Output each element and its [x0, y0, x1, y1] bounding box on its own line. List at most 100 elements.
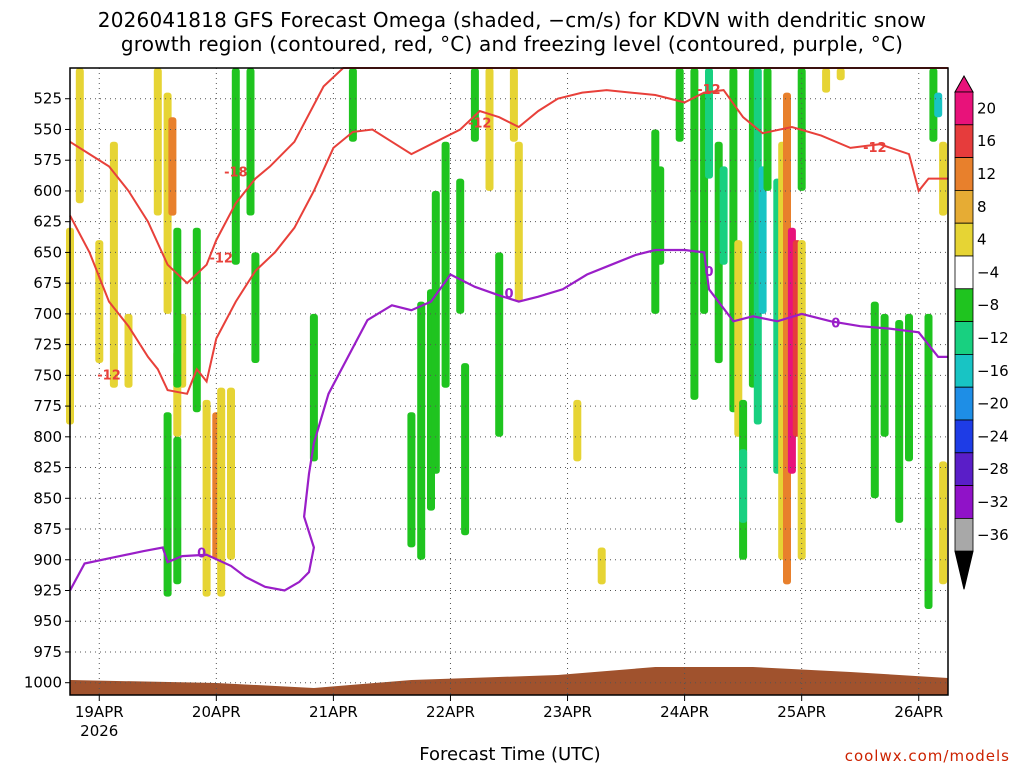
contour-label: -12: [97, 368, 121, 383]
colorbar-swatch: [954, 353, 974, 388]
y-tick-label: 950: [33, 612, 62, 630]
omega-shade-cell: [880, 313, 889, 437]
colorbar-label: −36: [977, 526, 1009, 544]
colorbar-swatch: [954, 157, 974, 191]
x-tick-label: 23APR: [543, 703, 592, 721]
y-tick-label: 925: [33, 582, 62, 600]
omega-shade-cell: [173, 436, 182, 585]
y-tick-label: 775: [33, 397, 62, 415]
omega-shade-cell: [495, 252, 504, 437]
omega-shade-cell: [924, 313, 933, 609]
y-tick-label: 600: [33, 182, 62, 200]
omega-shade-cell: [836, 68, 845, 81]
y-tick-label: 975: [33, 643, 62, 661]
omega-shade-cell: [456, 178, 465, 314]
x-tick-label: 22APR: [426, 703, 475, 721]
ground-fill: [70, 667, 948, 695]
contour-label: 0: [197, 547, 206, 562]
omega-shade-cell: [309, 313, 318, 462]
omega-shade-cell: [573, 399, 582, 462]
omega-shade-cell: [163, 412, 172, 597]
freezing-level-contour: [69, 248, 948, 592]
omega-shade-cell: [417, 301, 426, 560]
omega-shade-cell: [509, 68, 518, 142]
contour-label: -12: [209, 252, 233, 267]
colorbar-swatch: [954, 452, 974, 486]
omega-shade-cell: [348, 68, 357, 142]
omega-shade-cell: [597, 547, 606, 585]
source-credit: coolwx.com/models: [844, 747, 1010, 765]
omega-shade-cell: [75, 68, 84, 204]
omega-shade-cell: [905, 313, 913, 462]
y-tick-label: 700: [33, 305, 62, 323]
omega-shade-cell: [168, 117, 177, 216]
colorbar-swatch: [954, 485, 974, 519]
omega-shade-cell: [690, 68, 699, 400]
colorbar-bottom-arrow: [954, 550, 974, 590]
omega-shade-cell: [939, 461, 948, 585]
omega-shade-cell: [675, 68, 684, 142]
x-tick-label: 21APR: [309, 703, 358, 721]
y-tick-label: 525: [33, 90, 62, 108]
plot-frame: [69, 67, 949, 696]
omega-shade-cell: [895, 320, 904, 523]
colorbar-swatch: [954, 124, 974, 159]
plot-border: [69, 67, 949, 696]
omega-shade-cell: [192, 227, 201, 413]
x-tick-label: 25APR: [777, 703, 826, 721]
contour-label: 0: [831, 317, 840, 332]
omega-shade-cell: [246, 68, 255, 216]
omega-shade-cell: [202, 399, 211, 597]
omega-shade-cell: [124, 313, 133, 388]
omega-shade-cell: [734, 240, 743, 437]
omega-shade-cell: [217, 387, 226, 597]
omega-shade-cell: [227, 387, 235, 560]
colorbar-swatch: [954, 222, 974, 257]
colorbar-legend: 20 16 12 8 4 −4 −8 −12 −16 −20 −24 −28 −32 −36: [954, 74, 1009, 590]
omega-shade-cell: [251, 252, 260, 363]
omega-shade-cell: [797, 240, 806, 560]
plot-area: [70, 68, 948, 695]
colorbar-label: −8: [977, 296, 999, 314]
colorbar-label: 16: [977, 132, 996, 150]
ground-surface: [70, 667, 948, 695]
colorbar-swatch: [954, 91, 974, 126]
colorbar-label: 4: [977, 231, 987, 249]
y-tick-label: 750: [33, 366, 62, 384]
colorbar-label: −20: [977, 395, 1009, 413]
colorbar-swatch: [954, 288, 974, 322]
omega-shade-cell: [758, 166, 767, 314]
colorbar-swatch: [954, 189, 974, 224]
y-tick-label: 850: [33, 489, 62, 507]
omega-shade-cell: [153, 68, 162, 216]
omega-shade-cell: [822, 68, 831, 93]
contour-label: -12: [697, 83, 721, 98]
omega-shade-cell: [231, 68, 240, 265]
colorbar-label: −28: [977, 460, 1009, 478]
contour-label: 0: [704, 265, 713, 280]
omega-shade-cell: [719, 166, 728, 265]
y-tick-label: 800: [33, 428, 62, 446]
omega-shade-cell: [870, 301, 879, 499]
y-tick-label: 725: [33, 336, 62, 354]
x-tick-label: 20APR: [192, 703, 241, 721]
colorbar-label: 20: [977, 99, 996, 117]
colorbar-label: −16: [977, 362, 1009, 380]
omega-shade-cell: [485, 68, 494, 191]
y-tick-label: 675: [33, 274, 62, 292]
omega-shade-cell: [407, 412, 416, 548]
y-tick-label: 550: [33, 120, 62, 138]
contour-label: -12: [863, 141, 887, 156]
omega-shade-cell: [656, 166, 665, 265]
colorbar-label: 8: [977, 198, 987, 216]
x-tick-label: 19APR: [75, 703, 124, 721]
contour-label: -18: [224, 166, 248, 181]
y-tick-label: 900: [33, 551, 62, 569]
omega-shade-cell: [753, 68, 762, 425]
colorbar-swatch: [954, 518, 974, 552]
omega-shade-cell: [514, 141, 523, 302]
y-tick-label: 625: [33, 213, 62, 231]
omega-shade-cell: [470, 68, 479, 142]
